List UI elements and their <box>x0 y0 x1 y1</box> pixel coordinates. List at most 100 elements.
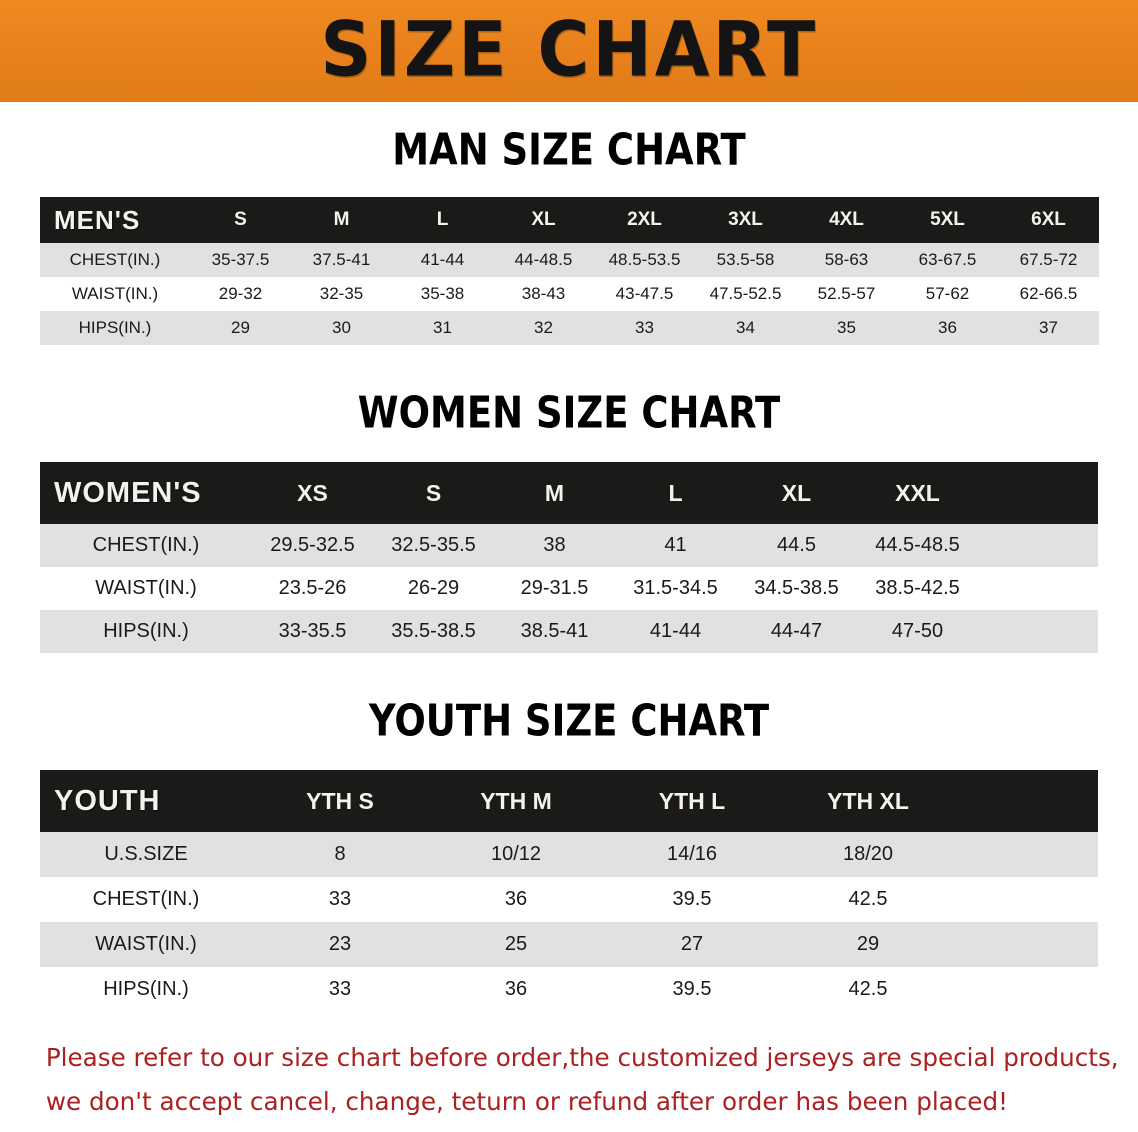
table-cell: 29-32 <box>218 284 263 303</box>
table-cell: 36 <box>938 318 957 337</box>
women-size-table-wrapper: WOMEN'S XS S M L XL XXL CHEST(IN.) 29.5-… <box>40 462 1098 653</box>
youth-size-col-s: YTH S <box>306 787 374 814</box>
table-cell: 26-29 <box>407 577 460 599</box>
table-row: HIPS(IN.) 33-35.5 35.5-38.5 38.5-41 41-4… <box>40 610 1098 653</box>
man-size-col-s: S <box>234 209 247 230</box>
man-table-header-row: MEN'S S M L XL 2XL 3XL 4XL 5XL 6XL <box>40 197 1099 243</box>
man-size-col-6xl: 6XL <box>1031 209 1066 230</box>
table-cell: 32-35 <box>319 284 364 303</box>
table-cell: 33-35.5 <box>278 620 347 642</box>
youth-row-label-chest: CHEST(IN.) <box>92 888 200 910</box>
women-size-col-xl: XL <box>781 479 812 506</box>
man-size-table-wrapper: MEN'S S M L XL 2XL 3XL 4XL 5XL 6XL CHEST… <box>40 197 1099 345</box>
table-cell: 57-62 <box>925 284 970 303</box>
women-corner-label: WOMEN'S <box>54 476 202 509</box>
table-cell: 14/16 <box>666 843 718 865</box>
table-cell: 47-50 <box>891 620 944 642</box>
row-spacer <box>956 877 1098 922</box>
disclaimer-line-2: we don't accept cancel, change, teturn o… <box>45 1087 1008 1116</box>
table-cell: 35-38 <box>420 284 465 303</box>
table-cell: 36 <box>504 978 528 1000</box>
table-cell: 25 <box>504 933 528 955</box>
youth-table-header-row: YOUTH YTH S YTH M YTH L YTH XL <box>40 770 1098 832</box>
disclaimer-text: Please refer to our size chart before or… <box>34 1036 1119 1124</box>
table-row: CHEST(IN.) 29.5-32.5 32.5-35.5 38 41 44.… <box>40 524 1098 567</box>
table-cell: 44-47 <box>770 620 823 642</box>
women-size-col-l: L <box>668 479 683 506</box>
youth-row-label-hips: HIPS(IN.) <box>103 978 189 1000</box>
table-row: WAIST(IN.) 23.5-26 26-29 29-31.5 31.5-34… <box>40 567 1098 610</box>
women-size-col-s: S <box>425 479 442 506</box>
table-cell: 39.5 <box>672 888 712 910</box>
table-row: CHEST(IN.) 33 36 39.5 42.5 <box>40 877 1098 922</box>
youth-size-col-l: YTH L <box>658 787 726 814</box>
table-cell: 30 <box>332 318 351 337</box>
table-cell: 35.5-38.5 <box>391 620 476 642</box>
disclaimer-line-1: Please refer to our size chart before or… <box>45 1043 1119 1072</box>
table-cell: 39.5 <box>672 978 712 1000</box>
table-cell: 23 <box>328 933 352 955</box>
table-cell: 37.5-41 <box>312 250 371 269</box>
table-cell: 37 <box>1039 318 1058 337</box>
women-row-label-chest: CHEST(IN.) <box>92 534 200 556</box>
youth-size-table-wrapper: YOUTH YTH S YTH M YTH L YTH XL U.S.SIZE … <box>40 770 1098 1012</box>
women-size-col-m: M <box>544 479 565 506</box>
table-cell: 29 <box>856 933 880 955</box>
table-cell: 58-63 <box>824 250 869 269</box>
table-cell: 35-37.5 <box>211 250 270 269</box>
table-row: HIPS(IN.) 33 36 39.5 42.5 <box>40 967 1098 1012</box>
table-cell: 18/20 <box>842 843 894 865</box>
man-section-title: MAN SIZE CHART <box>392 124 746 175</box>
table-cell: 29 <box>231 318 250 337</box>
women-header-spacer <box>978 462 1098 524</box>
table-cell: 34.5-38.5 <box>754 577 839 599</box>
man-size-col-2xl: 2XL <box>627 209 662 230</box>
table-cell: 31 <box>433 318 452 337</box>
table-cell: 29-31.5 <box>520 577 589 599</box>
table-cell: 27 <box>680 933 704 955</box>
youth-size-table: YOUTH YTH S YTH M YTH L YTH XL U.S.SIZE … <box>40 770 1098 1012</box>
table-cell: 36 <box>504 888 528 910</box>
table-cell: 53.5-58 <box>716 250 775 269</box>
table-cell: 44.5 <box>777 534 816 556</box>
table-cell: 41-44 <box>649 620 702 642</box>
women-size-col-xs: XS <box>297 479 328 506</box>
youth-size-col-m: YTH M <box>480 787 552 814</box>
table-cell: 8 <box>334 843 346 865</box>
table-cell: 32.5-35.5 <box>391 534 476 556</box>
table-cell: 33 <box>328 978 352 1000</box>
table-cell: 43-47.5 <box>615 284 674 303</box>
table-cell: 38.5-42.5 <box>875 577 960 599</box>
table-cell: 33 <box>635 318 654 337</box>
page-title: SIZE CHART <box>320 6 818 95</box>
man-size-col-m: M <box>333 209 350 230</box>
table-cell: 41 <box>664 534 687 556</box>
table-cell: 42.5 <box>848 888 888 910</box>
table-cell: 63-67.5 <box>918 250 977 269</box>
table-cell: 42.5 <box>848 978 888 1000</box>
man-size-col-3xl: 3XL <box>728 209 763 230</box>
table-cell: 44.5-48.5 <box>875 534 960 556</box>
man-row-label-waist: WAIST(IN.) <box>71 284 159 303</box>
row-spacer <box>978 524 1098 567</box>
youth-header-spacer <box>956 770 1098 832</box>
row-spacer <box>956 967 1098 1012</box>
women-size-col-xxl: XXL <box>895 479 940 506</box>
table-cell: 32 <box>534 318 553 337</box>
table-cell: 44-48.5 <box>514 250 573 269</box>
table-cell: 38 <box>543 534 566 556</box>
table-cell: 38.5-41 <box>520 620 589 642</box>
man-size-col-5xl: 5XL <box>930 209 965 230</box>
youth-row-label-waist: WAIST(IN.) <box>95 933 197 955</box>
women-row-label-hips: HIPS(IN.) <box>103 620 189 642</box>
table-row: WAIST(IN.) 23 25 27 29 <box>40 922 1098 967</box>
row-spacer <box>956 832 1098 877</box>
table-cell: 29.5-32.5 <box>270 534 355 556</box>
table-cell: 35 <box>837 318 856 337</box>
row-spacer <box>978 567 1098 610</box>
man-row-label-chest: CHEST(IN.) <box>69 250 161 269</box>
table-cell: 10/12 <box>490 843 542 865</box>
women-section-title: WOMEN SIZE CHART <box>357 387 781 438</box>
man-corner-label: MEN'S <box>54 204 141 235</box>
table-cell: 47.5-52.5 <box>709 284 782 303</box>
